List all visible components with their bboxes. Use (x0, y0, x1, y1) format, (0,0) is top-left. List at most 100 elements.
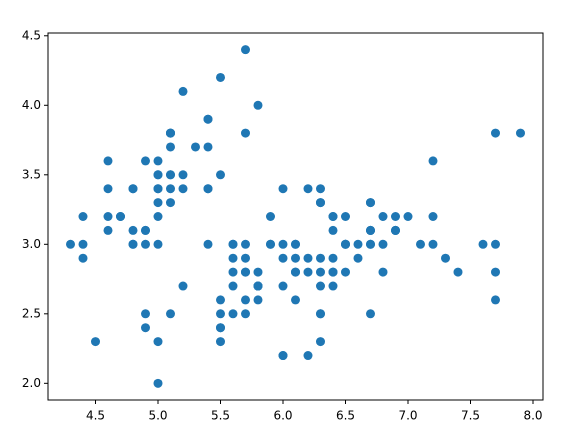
point (141, 225, 150, 235)
point (378, 267, 388, 277)
point (491, 295, 500, 305)
point (116, 212, 125, 221)
point (216, 309, 225, 319)
x-tick-label: 4.5 (86, 409, 105, 423)
point (241, 267, 250, 277)
point (291, 239, 300, 249)
point (228, 267, 238, 277)
point (141, 309, 150, 319)
point (366, 239, 375, 249)
point (78, 239, 88, 249)
point (378, 239, 388, 249)
point (216, 295, 225, 305)
point (166, 198, 175, 208)
point (366, 225, 375, 235)
point (328, 212, 338, 221)
point (428, 212, 438, 221)
point (241, 45, 250, 55)
point (153, 212, 163, 221)
x-tick-label: 5.0 (148, 409, 167, 423)
point (178, 86, 188, 96)
point (78, 212, 88, 221)
point (266, 239, 275, 249)
point (491, 128, 500, 138)
point (253, 267, 263, 277)
point (166, 142, 175, 152)
point (303, 184, 313, 194)
point (366, 198, 375, 208)
point (316, 184, 325, 194)
point (153, 198, 163, 208)
point (153, 337, 163, 347)
point (328, 225, 338, 235)
x-tick-label: 6.0 (273, 409, 292, 423)
point (303, 267, 313, 277)
point (153, 239, 163, 249)
point (341, 267, 350, 277)
point (253, 281, 263, 291)
point (166, 184, 175, 194)
point (241, 295, 250, 305)
point (303, 351, 313, 361)
point (228, 253, 238, 263)
point (216, 170, 225, 180)
point (253, 295, 263, 305)
point (278, 281, 288, 291)
x-tick-label: 8.0 (523, 409, 542, 423)
point (128, 225, 138, 235)
point (203, 142, 213, 152)
point (216, 72, 225, 82)
point (103, 156, 113, 166)
point (341, 239, 350, 249)
point (128, 184, 138, 194)
point (203, 114, 213, 124)
point (303, 253, 313, 263)
point (316, 198, 325, 208)
point (166, 128, 175, 138)
point (103, 212, 113, 221)
point (216, 337, 225, 347)
point (128, 239, 138, 249)
x-tick-label: 7.5 (461, 409, 480, 423)
point (441, 253, 450, 263)
point (228, 239, 238, 249)
point (453, 267, 463, 277)
point (216, 323, 225, 333)
point (141, 323, 150, 333)
point (253, 100, 263, 110)
point (153, 170, 163, 180)
point (316, 267, 325, 277)
y-tick-label: 3.5 (22, 167, 41, 181)
point (166, 309, 175, 319)
point (141, 239, 150, 249)
point (291, 253, 300, 263)
point (491, 267, 500, 277)
point (391, 225, 400, 235)
point (191, 142, 200, 152)
point (403, 212, 413, 221)
point (228, 309, 238, 319)
point (278, 351, 288, 361)
point (241, 253, 250, 263)
point (328, 281, 338, 291)
point (178, 170, 188, 180)
x-tick-label: 6.5 (336, 409, 355, 423)
point (153, 156, 163, 166)
point (291, 267, 300, 277)
point (316, 309, 325, 319)
point (341, 212, 350, 221)
point (166, 170, 175, 180)
point (141, 156, 150, 166)
point (316, 281, 325, 291)
point (491, 239, 500, 249)
point (66, 239, 75, 249)
point (203, 184, 213, 194)
point (91, 337, 100, 347)
y-tick-label: 3.0 (22, 237, 41, 251)
y-tick-label: 2.0 (22, 376, 41, 390)
point (228, 281, 238, 291)
point (316, 337, 325, 347)
point (153, 378, 163, 388)
point (316, 253, 325, 263)
